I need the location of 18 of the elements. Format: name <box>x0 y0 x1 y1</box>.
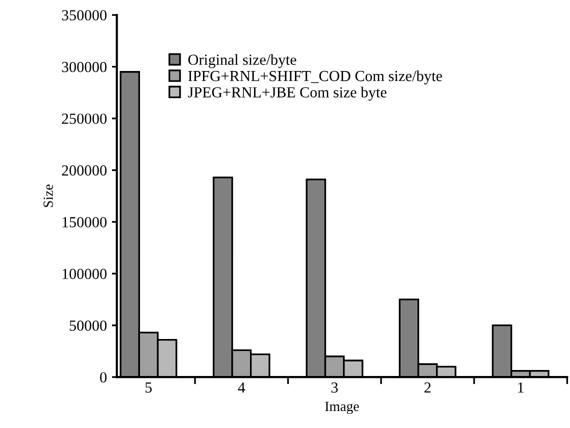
legend-label: IPFG+RNL+SHIFT_COD Com size/byte <box>188 70 442 84</box>
x-axis-title: Image <box>325 402 359 414</box>
y-tick-label: 0 <box>100 372 107 383</box>
y-tick-label: 250000 <box>62 114 107 124</box>
y-tick-label: 350000 <box>62 10 107 20</box>
x-tick-label: 5 <box>146 382 152 393</box>
x-tick-label: 3 <box>331 382 338 393</box>
y-tick-label: 100000 <box>62 268 107 280</box>
x-tick-label: 2 <box>424 382 431 393</box>
x-tick-label: 1 <box>518 382 524 393</box>
y-tick-label: 200000 <box>62 165 107 176</box>
y-tick-label: 300000 <box>62 62 107 72</box>
x-tick-label: 4 <box>238 382 246 393</box>
y-tick-label: 150000 <box>62 217 107 228</box>
legend-label: Original size/byte <box>188 54 296 68</box>
y-tick-label: 50000 <box>70 320 107 331</box>
legend-label: JPEG+RNL+JBE Com size byte <box>188 86 386 101</box>
y-axis-title: Size <box>44 184 53 208</box>
